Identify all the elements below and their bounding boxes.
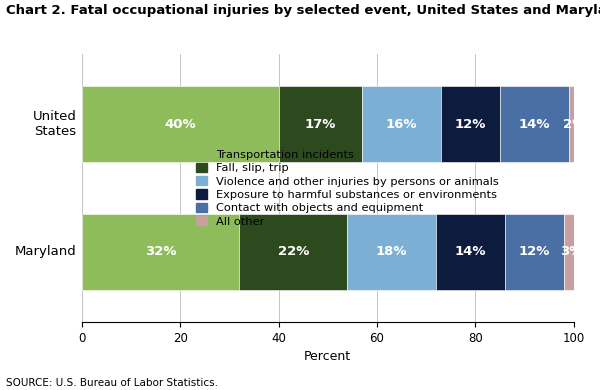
Text: 17%: 17% xyxy=(305,118,336,131)
Text: 32%: 32% xyxy=(145,245,176,258)
Bar xyxy=(436,214,505,290)
Text: 14%: 14% xyxy=(519,118,550,131)
Bar xyxy=(239,214,347,290)
Bar xyxy=(505,214,564,290)
Text: 12%: 12% xyxy=(455,118,486,131)
Text: 3%: 3% xyxy=(560,245,583,258)
Bar xyxy=(82,86,278,163)
Legend: Transportation incidents, Fall, slip, trip, Violence and other injuries by perso: Transportation incidents, Fall, slip, tr… xyxy=(196,149,499,227)
Bar xyxy=(500,86,569,163)
Bar xyxy=(347,214,436,290)
Text: 40%: 40% xyxy=(164,118,196,131)
Bar xyxy=(564,214,579,290)
Text: Chart 2. Fatal occupational injuries by selected event, United States and Maryla: Chart 2. Fatal occupational injuries by … xyxy=(6,4,600,17)
Text: 18%: 18% xyxy=(376,245,407,258)
Text: 2%: 2% xyxy=(563,118,585,131)
Text: 22%: 22% xyxy=(278,245,309,258)
Bar xyxy=(82,214,239,290)
Text: 14%: 14% xyxy=(455,245,486,258)
X-axis label: Percent: Percent xyxy=(304,350,352,363)
Bar xyxy=(441,86,500,163)
Bar xyxy=(569,86,579,163)
Text: 12%: 12% xyxy=(519,245,550,258)
Bar xyxy=(362,86,441,163)
Text: 16%: 16% xyxy=(386,118,418,131)
Bar xyxy=(278,86,362,163)
Text: SOURCE: U.S. Bureau of Labor Statistics.: SOURCE: U.S. Bureau of Labor Statistics. xyxy=(6,378,218,388)
